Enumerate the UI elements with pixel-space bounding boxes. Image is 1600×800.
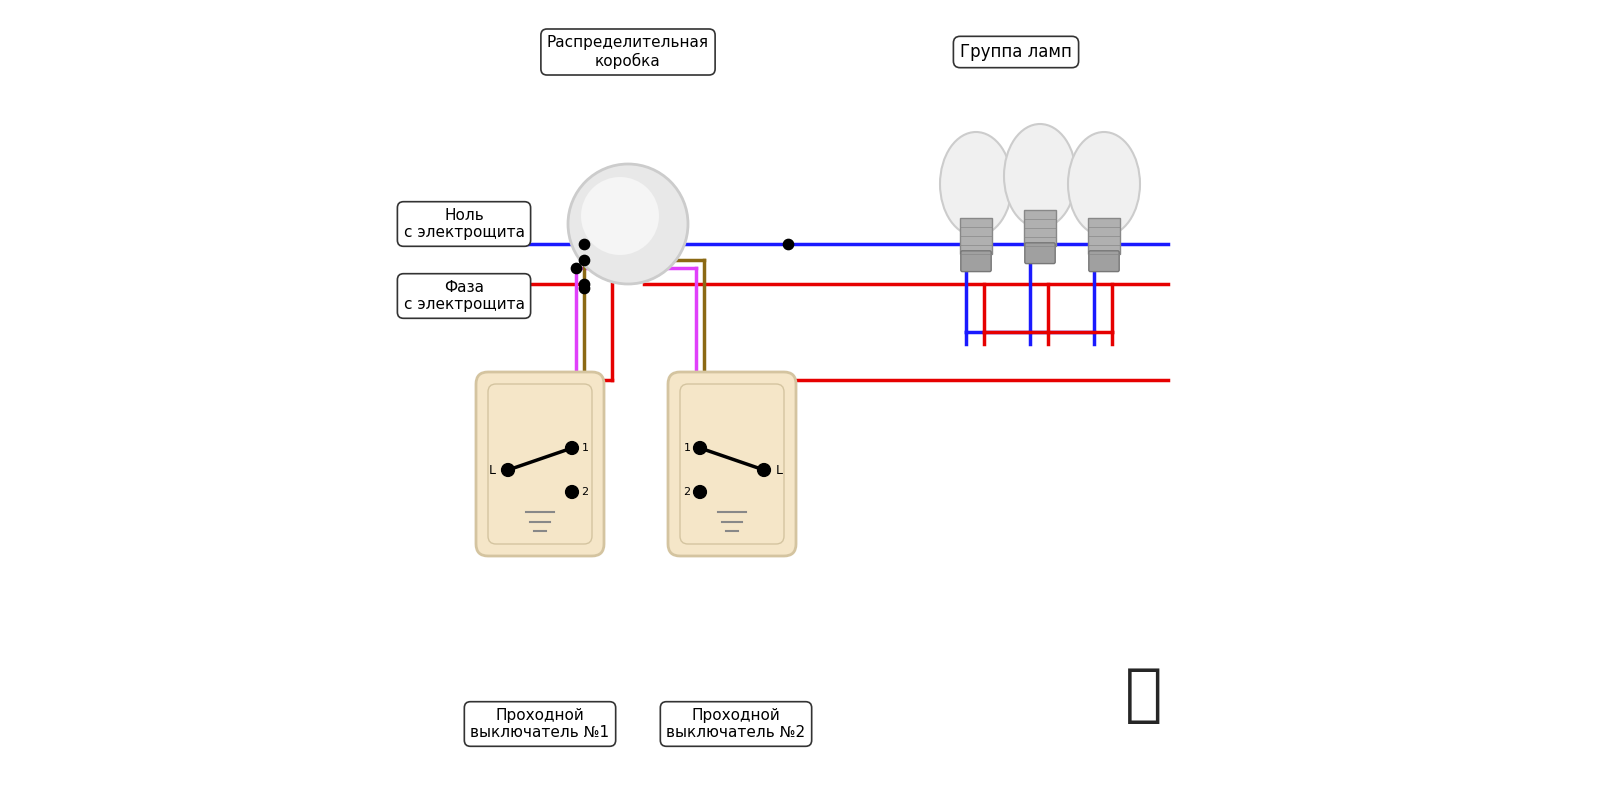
Text: Распределительная
коробка: Распределительная коробка: [547, 35, 709, 69]
Text: Проходной
выключатель №1: Проходной выключатель №1: [470, 708, 610, 740]
Point: [571, 282, 597, 294]
Point: [571, 254, 597, 266]
Ellipse shape: [1005, 124, 1075, 228]
Text: 2: 2: [582, 487, 589, 497]
FancyBboxPatch shape: [1088, 218, 1120, 254]
FancyBboxPatch shape: [488, 384, 592, 544]
Circle shape: [581, 177, 659, 255]
Circle shape: [566, 442, 579, 454]
Text: 1: 1: [582, 443, 589, 453]
FancyBboxPatch shape: [1088, 250, 1120, 272]
Ellipse shape: [941, 132, 1013, 236]
Text: L: L: [776, 463, 782, 477]
Point: [571, 278, 597, 290]
FancyBboxPatch shape: [669, 372, 797, 556]
Circle shape: [502, 464, 515, 476]
FancyBboxPatch shape: [1026, 242, 1056, 264]
Text: Группа ламп: Группа ламп: [960, 43, 1072, 61]
Point: [563, 262, 589, 274]
Ellipse shape: [1069, 132, 1139, 236]
Text: 🤌: 🤌: [1125, 666, 1163, 726]
Text: Фаза
с электрощита: Фаза с электрощита: [403, 280, 525, 312]
Circle shape: [568, 164, 688, 284]
Circle shape: [758, 464, 771, 476]
Text: Проходной
выключатель №2: Проходной выключатель №2: [667, 708, 805, 740]
Text: L: L: [490, 463, 496, 477]
Circle shape: [566, 486, 579, 498]
Text: 1: 1: [683, 443, 691, 453]
FancyBboxPatch shape: [477, 372, 605, 556]
FancyBboxPatch shape: [680, 384, 784, 544]
Circle shape: [694, 486, 707, 498]
Text: Ноль
с электрощита: Ноль с электрощита: [403, 208, 525, 240]
Circle shape: [694, 442, 707, 454]
FancyBboxPatch shape: [960, 250, 992, 272]
Text: 2: 2: [683, 487, 691, 497]
Point: [571, 238, 597, 250]
FancyBboxPatch shape: [1024, 210, 1056, 246]
FancyBboxPatch shape: [960, 218, 992, 254]
Point: [774, 238, 800, 250]
